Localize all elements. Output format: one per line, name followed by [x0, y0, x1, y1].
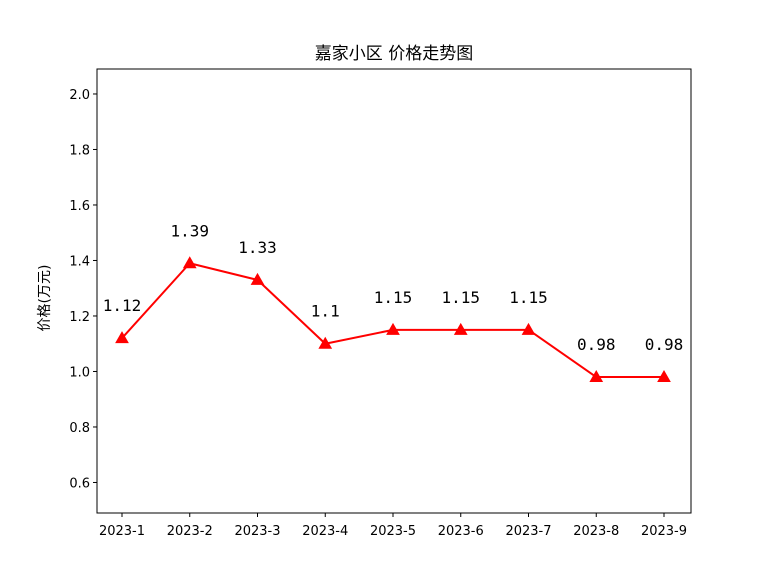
data-point-marker	[386, 322, 400, 335]
axes: 0.6 0.8 1.0 1.2 1.4 1.6 1.8 2.0 2023-1 2023-2 2023…	[69, 88, 687, 539]
y-axis-label: 价格(万元)	[37, 265, 53, 332]
y-tick-label: 0.8	[69, 421, 90, 436]
data-label: 0.98	[645, 335, 684, 354]
y-tick-label: 1.4	[69, 254, 90, 269]
x-tick-label: 2023-4	[302, 524, 348, 539]
data-point-marker	[589, 370, 604, 383]
x-tick-label: 2023-9	[641, 524, 687, 539]
data-label: 1.33	[238, 238, 277, 257]
y-tick-label: 1.6	[69, 199, 90, 214]
data-point-marker	[250, 272, 265, 285]
data-label: 1.39	[170, 221, 209, 240]
data-point-marker	[657, 370, 671, 383]
y-tick-label: 1.8	[69, 143, 90, 158]
data-label: 1.1	[311, 302, 340, 321]
data-labels: 1.12 1.39 1.33 1.1 1.15 1.15 1.15 0.98 0.98	[103, 221, 684, 354]
x-tick-label: 2023-6	[438, 524, 484, 539]
x-tick-label: 2023-2	[167, 524, 213, 539]
y-tick-label: 0.6	[69, 476, 90, 491]
series-layer	[115, 256, 671, 383]
plot-frame	[96, 68, 692, 514]
x-tick-label: 2023-8	[573, 524, 619, 539]
data-point-marker	[453, 322, 468, 335]
data-label: 1.12	[103, 296, 142, 315]
y-tick-label: 2.0	[69, 88, 90, 103]
x-tick-label: 2023-7	[505, 524, 551, 539]
x-tick-label: 2023-1	[99, 524, 145, 539]
y-tick-label: 1.2	[69, 310, 90, 325]
data-label: 1.15	[374, 288, 413, 307]
data-point-marker	[115, 331, 129, 344]
data-point-marker	[318, 336, 333, 349]
x-tick-label: 2023-5	[370, 524, 416, 539]
x-tick-label: 2023-3	[234, 524, 280, 539]
data-point-marker	[521, 322, 536, 335]
series-line	[121, 262, 664, 379]
data-label: 1.15	[441, 288, 480, 307]
data-point-marker	[182, 256, 197, 269]
y-tick-label: 1.0	[69, 365, 90, 380]
data-label: 1.15	[509, 288, 548, 307]
chart-title: 嘉家小区 价格走势图	[315, 44, 473, 64]
data-label: 0.98	[577, 335, 616, 354]
